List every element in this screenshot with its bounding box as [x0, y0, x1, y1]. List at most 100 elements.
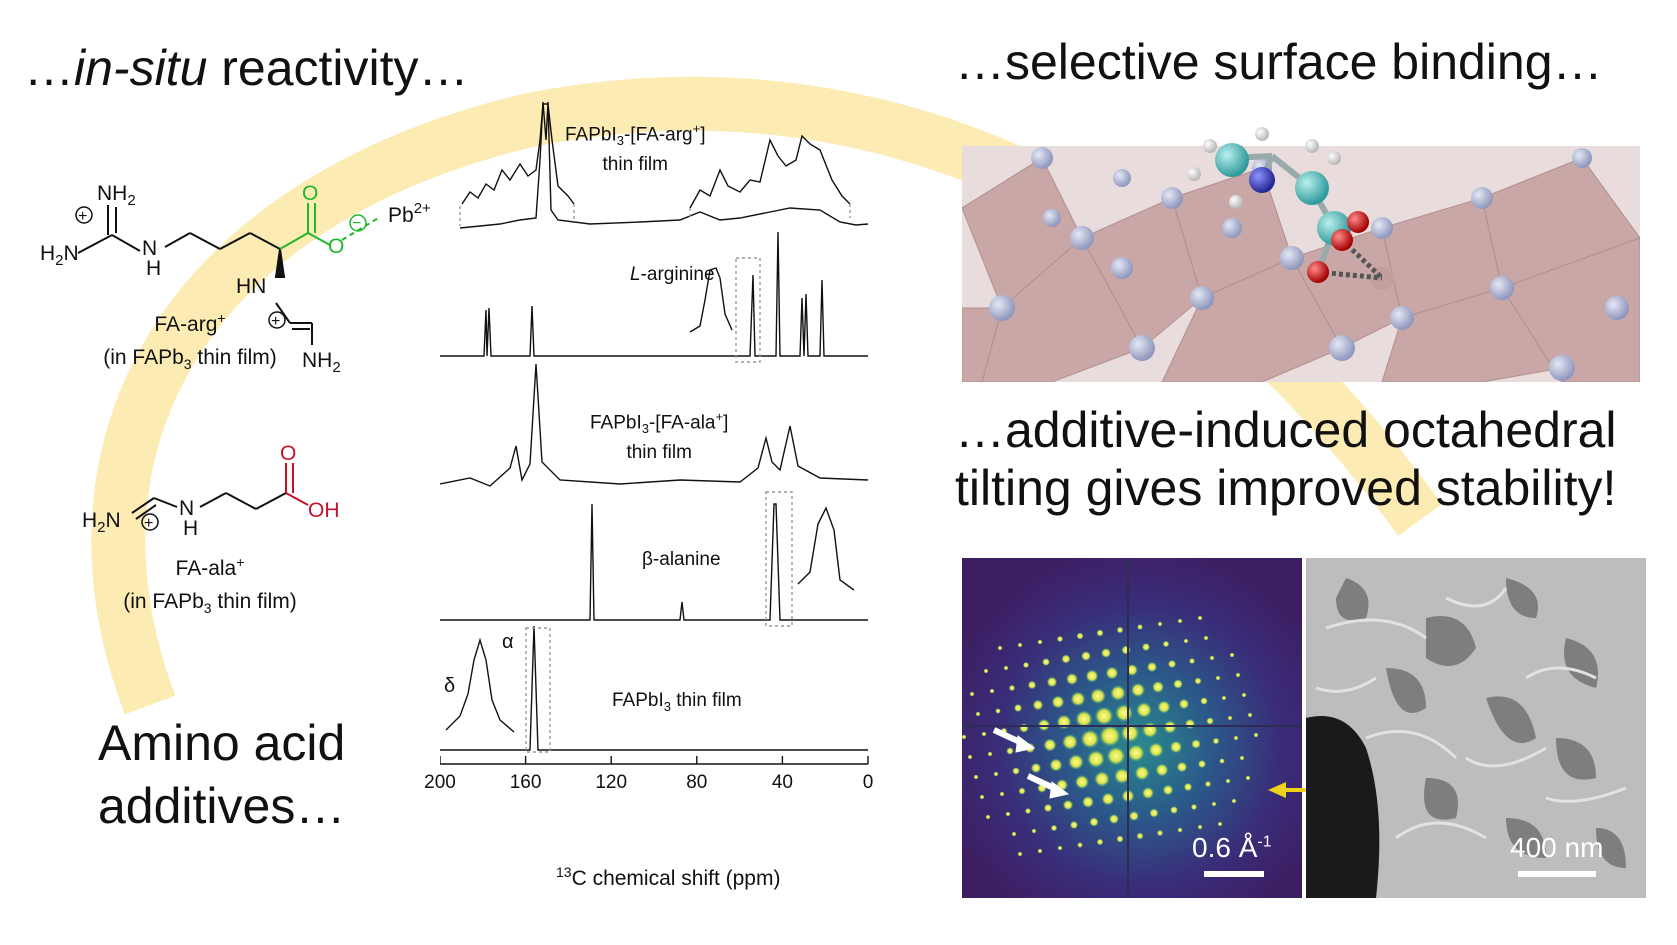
nmr-x-axis-label: 13C chemical shift (ppm)	[556, 864, 781, 890]
fa-arg-label: FA-arg+ (in FAPb3 thin film)	[103, 310, 277, 372]
svg-text:H: H	[146, 257, 161, 280]
diffraction-spot	[973, 774, 979, 780]
diffraction-spot	[1200, 697, 1208, 705]
svg-text:HN: HN	[236, 275, 266, 298]
diffraction-spot	[1099, 725, 1121, 747]
svg-text:H2N: H2N	[40, 242, 79, 269]
fa-ala-label: FA-ala+ (in FAPb3 thin film)	[123, 554, 297, 616]
diffraction-spot	[1176, 761, 1188, 773]
sem-scale-label: 400 nm	[1510, 832, 1604, 863]
diffraction-spot	[1022, 661, 1030, 669]
diffraction-spot	[1062, 799, 1074, 811]
diffraction-spot	[1024, 807, 1032, 815]
diffraction-spot	[1203, 635, 1209, 641]
diffraction-spot	[1051, 695, 1065, 709]
diffraction-spot	[1156, 829, 1164, 837]
diffraction-spot	[1043, 803, 1053, 813]
diffraction-spot	[1231, 798, 1237, 804]
svg-text:O: O	[302, 185, 318, 205]
diffraction-spot	[1031, 828, 1037, 834]
nmr-label-fa-ala: FAPbI3-[FA-ala+] thin film	[590, 409, 729, 463]
electron-diffraction-pattern	[962, 558, 1302, 898]
svg-text:+: +	[271, 313, 280, 330]
diffraction-spot	[1194, 677, 1202, 685]
tick-label: 0	[862, 772, 874, 793]
diffraction-spot	[1127, 744, 1145, 762]
svg-text:Pb2+: Pb2+	[388, 200, 431, 227]
headline-reactivity: …in-situ reactivity…	[24, 40, 469, 96]
diffraction-spot	[997, 645, 1003, 651]
spectrum-fapbi3-fa-arg	[459, 101, 869, 229]
diffraction-spot	[1061, 654, 1071, 664]
diffraction-spot	[1178, 698, 1190, 710]
diffraction-spot	[1108, 813, 1120, 825]
diffraction-spot	[1056, 714, 1072, 730]
diffraction-spot	[993, 771, 999, 777]
diffraction-spot	[1173, 679, 1183, 689]
diffraction-spot	[1057, 845, 1063, 851]
svg-text:NH2: NH2	[302, 349, 341, 375]
nmr-x-ticks	[440, 756, 869, 764]
svg-text:+: +	[78, 208, 87, 225]
diffraction-spot	[1206, 717, 1214, 725]
diffraction-spot	[1247, 712, 1253, 718]
svg-text:OH: OH	[308, 499, 340, 522]
diffraction-spot	[1070, 691, 1086, 707]
diffraction-spot	[1183, 782, 1193, 792]
diffraction-spot	[962, 734, 967, 740]
diffraction-spot	[989, 688, 995, 694]
diffraction-spot	[1121, 645, 1131, 655]
diffraction-spot	[979, 794, 985, 800]
diffraction-spot	[1080, 729, 1100, 749]
diffraction-spot	[1085, 669, 1099, 683]
diffraction-spot	[1101, 792, 1115, 806]
svg-text:NH2: NH2	[97, 185, 136, 209]
spectrum-fapbi3-fa-arg-inset-right	[689, 134, 851, 209]
diffraction-spot	[1241, 692, 1247, 698]
diffraction-spot	[987, 751, 993, 757]
diffraction-spot	[1100, 647, 1112, 659]
spectrum-l-arginine-inset	[689, 267, 733, 333]
diffraction-spot	[1120, 723, 1140, 743]
diffraction-spot	[1221, 695, 1227, 701]
diffraction-spot	[1197, 824, 1203, 830]
svg-text:α: α	[502, 631, 514, 653]
diffraction-spot	[1061, 733, 1079, 751]
diffraction-spot	[1096, 838, 1104, 846]
diffraction-spot	[1177, 618, 1183, 624]
svg-text:N: N	[142, 237, 157, 260]
diffraction-spot	[1155, 763, 1169, 777]
diffraction-spot	[1013, 703, 1023, 713]
diffraction-spot	[1030, 762, 1042, 774]
nmr-label-fa-arg: FAPbI3-[FA-arg+] thin film	[565, 121, 706, 175]
diffraction-spot	[1253, 732, 1259, 738]
diffraction-spot	[1005, 811, 1011, 817]
diffraction-spot	[1114, 703, 1134, 723]
diffraction-spot	[1169, 805, 1179, 815]
tick-label: 120	[595, 772, 628, 793]
diffraction-spot	[1197, 615, 1203, 621]
diffraction-spot	[1141, 642, 1151, 652]
diffraction-spot	[983, 668, 989, 674]
diffraction-spot	[985, 814, 991, 820]
diffraction-spot	[969, 691, 975, 697]
diffraction-spot	[1190, 803, 1198, 811]
spectrum-fapbi3-inset	[445, 637, 515, 733]
diffraction-spot	[1027, 680, 1037, 690]
diffraction-spot	[1037, 639, 1043, 645]
diffraction-spot	[1017, 642, 1023, 648]
diffraction-spot	[981, 731, 987, 737]
diffraction-spot	[1105, 666, 1119, 680]
diffraction-spot	[1046, 676, 1058, 688]
diffraction-spot	[1019, 723, 1029, 733]
diffraction-spot	[1134, 765, 1150, 781]
diffraction-spot	[1011, 831, 1017, 837]
diffraction-spot	[1157, 700, 1171, 714]
diffraction-spot	[1080, 650, 1092, 662]
svg-text:+: +	[144, 515, 153, 532]
diffraction-spot	[1032, 699, 1044, 711]
sem-image	[1306, 558, 1646, 898]
nmr-spectra: α δ	[440, 101, 869, 765]
nmr-label-fapbi3: FAPbI3 thin film	[612, 690, 742, 714]
diffraction-spot	[1075, 710, 1093, 728]
